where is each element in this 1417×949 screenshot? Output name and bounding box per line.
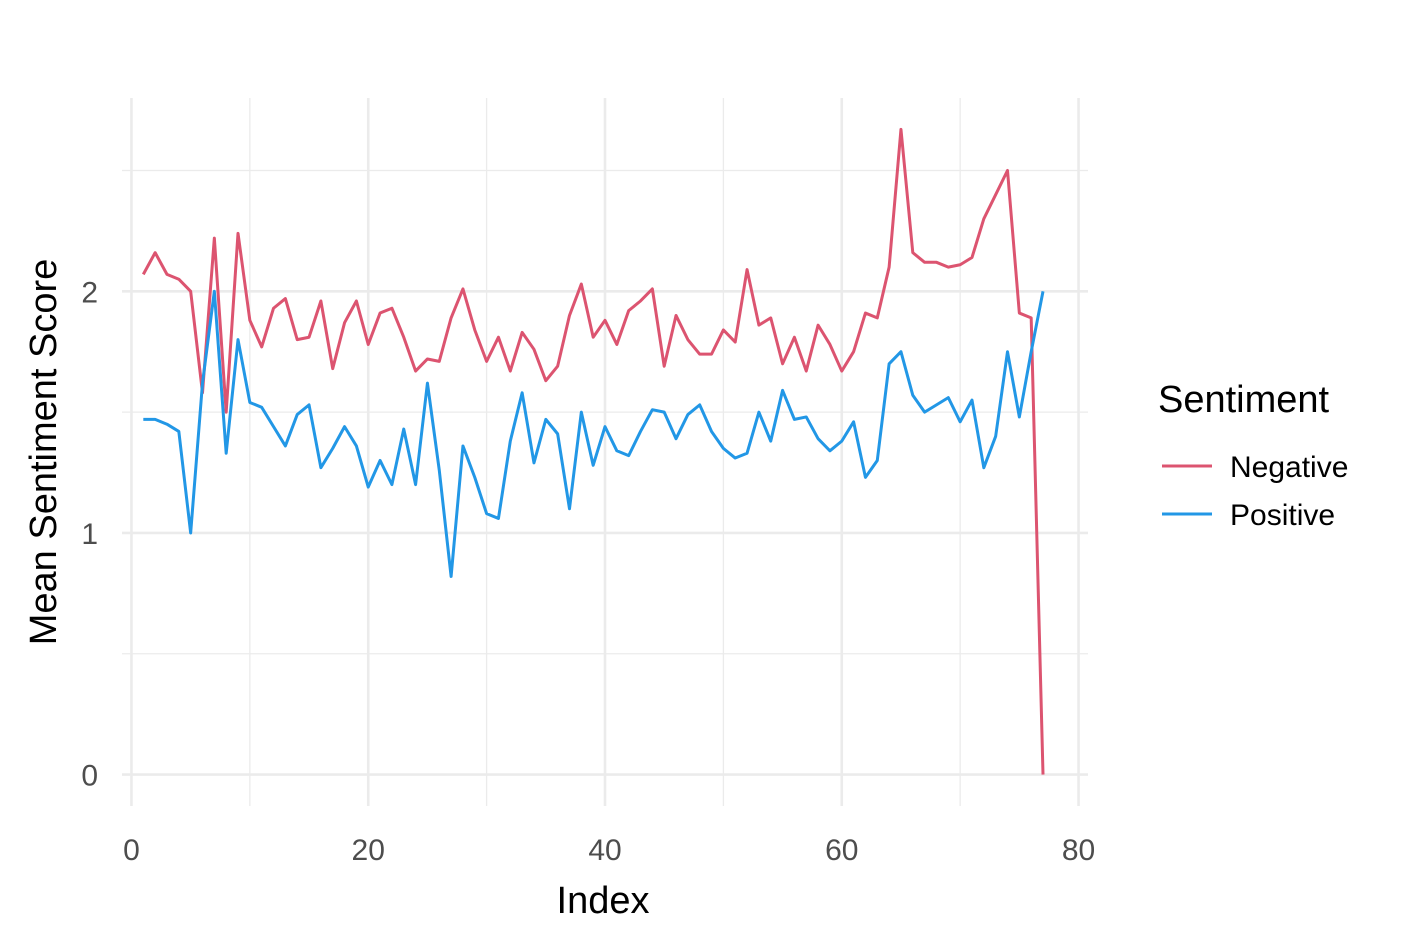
y-tick-label: 1 [81,518,98,551]
x-tick-label: 60 [825,834,858,867]
series-line-negative [141,127,1045,775]
legend-label-negative: Negative [1230,451,1348,484]
y-tick-label: 0 [81,760,98,793]
grid [122,98,1088,806]
x-axis-title: Index [557,880,650,922]
x-tick-label: 80 [1062,834,1095,867]
x-tick-label: 40 [588,834,621,867]
y-axis-ticks: 0 1 2 [81,276,98,792]
y-tick-label: 2 [81,276,98,309]
y-axis-title: Mean Sentiment Score [23,259,65,646]
legend: Sentiment Negative Positive [1158,379,1348,532]
series-line-positive [143,289,1045,578]
series-lines [141,127,1045,775]
x-tick-label: 0 [123,834,140,867]
x-axis-ticks: 0 20 40 60 80 [123,834,1095,867]
x-tick-label: 20 [352,834,385,867]
legend-items: Negative Positive [1162,451,1348,532]
legend-title: Sentiment [1158,379,1330,421]
legend-label-positive: Positive [1230,499,1335,532]
